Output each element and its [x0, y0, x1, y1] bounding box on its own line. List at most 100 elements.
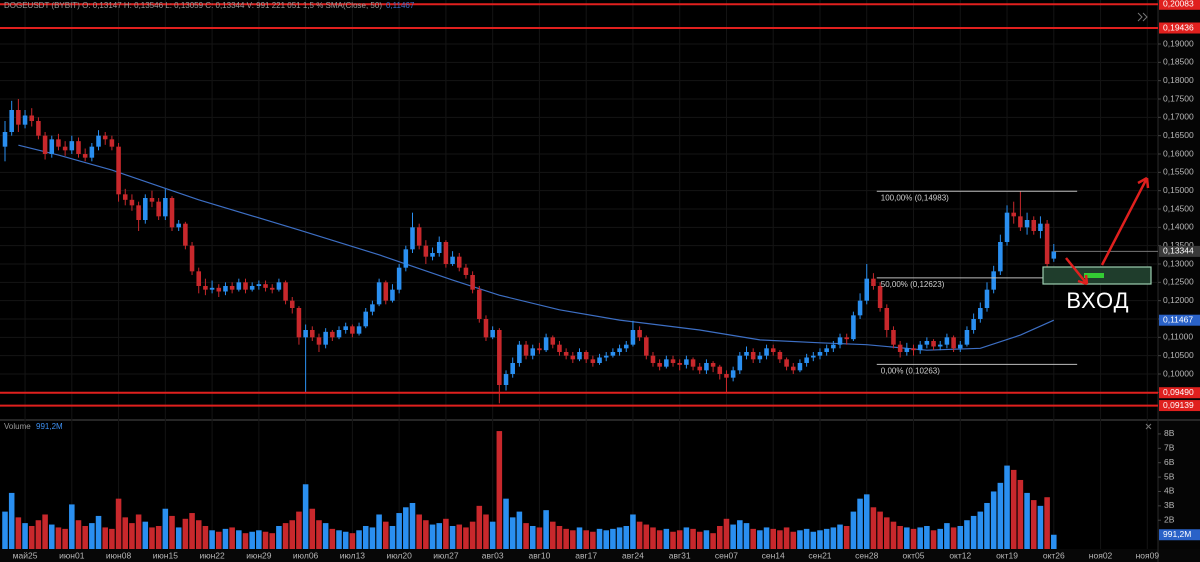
volume-bar	[95, 515, 102, 549]
candle-body	[363, 311, 369, 327]
volume-bar	[48, 524, 55, 549]
volume-bar	[757, 530, 763, 549]
fib-label: 0,00% (0,10263)	[881, 366, 940, 375]
close-icon[interactable]	[1145, 423, 1152, 430]
y-tick-label: 0,10500	[1163, 350, 1194, 360]
collapse-icon[interactable]	[1137, 12, 1148, 22]
candle-body	[583, 352, 589, 360]
x-tick-label: май25	[13, 550, 38, 560]
volume-tick-label: 3B	[1164, 500, 1175, 510]
candle-body	[931, 341, 936, 347]
candle-body	[330, 331, 335, 338]
volume-bar	[483, 514, 489, 549]
candle-body	[971, 319, 976, 330]
volume-bar	[763, 527, 770, 549]
volume-bar	[737, 520, 743, 549]
candle-body	[617, 348, 622, 352]
volume-bar	[82, 525, 88, 549]
x-tick-label: июн08	[106, 550, 132, 560]
candle-body	[203, 286, 208, 290]
volume-bar	[276, 525, 282, 549]
candle-body	[9, 110, 14, 132]
candle-body	[951, 337, 956, 349]
candle-body	[717, 366, 723, 374]
x-tick-label: июл20	[386, 550, 412, 560]
volume-bar	[356, 530, 362, 549]
candle-body	[864, 278, 870, 301]
volume-bar	[570, 530, 576, 549]
x-tick-label: ноя02	[1089, 550, 1113, 560]
level-label: 0,20083	[1163, 0, 1194, 9]
volume-bar	[42, 514, 48, 549]
volume-bar	[2, 511, 8, 549]
candle-body	[269, 287, 275, 290]
candle-body	[136, 205, 141, 220]
volume-bar	[556, 525, 563, 549]
y-tick-label: 0,18500	[1163, 57, 1194, 67]
candle-body	[383, 282, 389, 301]
candle-body	[964, 330, 970, 345]
candle-body	[911, 348, 916, 351]
volume-bar	[770, 528, 776, 549]
candle-body	[824, 348, 829, 352]
candle-body	[122, 194, 128, 200]
volume-bar	[830, 527, 837, 549]
candle-body	[744, 352, 749, 356]
candle-body	[423, 245, 429, 257]
candle-body	[957, 344, 963, 349]
volume-bar	[269, 533, 275, 549]
volume-bar	[403, 507, 409, 549]
volume-bar	[710, 533, 716, 549]
candle-body	[169, 198, 175, 228]
candle-body	[650, 355, 656, 363]
candle-body	[637, 330, 642, 338]
candle-body	[16, 110, 21, 125]
volume-bar	[503, 498, 509, 549]
candle-body	[229, 286, 235, 290]
volume-bar	[416, 514, 422, 549]
candle-body	[283, 282, 288, 301]
volume-tag-label: 991,2M	[1163, 529, 1191, 539]
volume-bar	[797, 530, 803, 549]
candle-body	[336, 330, 342, 338]
volume-bar	[970, 515, 977, 549]
candle-body	[490, 330, 495, 338]
candle-body	[89, 146, 95, 158]
x-tick-label: авг24	[622, 550, 644, 560]
y-tick-label: 0,19000	[1163, 38, 1194, 48]
fib-label: 100,00% (0,14983)	[881, 193, 949, 202]
candle-body	[456, 256, 462, 268]
volume-bar	[750, 528, 756, 549]
volume-bar	[910, 528, 917, 549]
volume-bar	[924, 525, 930, 549]
volume-bar	[262, 531, 269, 549]
volume-bar	[496, 431, 503, 549]
volume-bar	[563, 528, 569, 549]
volume-bar	[195, 520, 202, 549]
volume-bar	[656, 530, 663, 549]
candle-body	[543, 337, 549, 351]
candle-body	[550, 337, 556, 345]
x-tick-label: сен07	[715, 550, 738, 560]
candle-body	[223, 286, 228, 292]
sma-label: 0,11467	[1163, 314, 1193, 324]
volume-bar	[890, 521, 897, 549]
volume-bar	[717, 525, 723, 549]
candle-body	[917, 344, 923, 351]
candle-body	[530, 348, 536, 356]
sma-tag	[1159, 314, 1200, 326]
volume-tick-label: 5B	[1164, 471, 1175, 481]
candle-body	[256, 284, 262, 286]
current-price-tag	[1159, 245, 1200, 257]
volume-bar	[236, 530, 242, 549]
candle-body	[924, 341, 930, 345]
candle-body	[704, 363, 709, 371]
candle-body	[697, 366, 703, 371]
volume-bar	[509, 517, 516, 549]
volume-bar	[129, 523, 135, 549]
y-tick-label: 0,14000	[1163, 222, 1194, 232]
volume-bar	[22, 523, 28, 549]
volume-bar	[229, 527, 235, 549]
candle-body	[657, 363, 662, 367]
